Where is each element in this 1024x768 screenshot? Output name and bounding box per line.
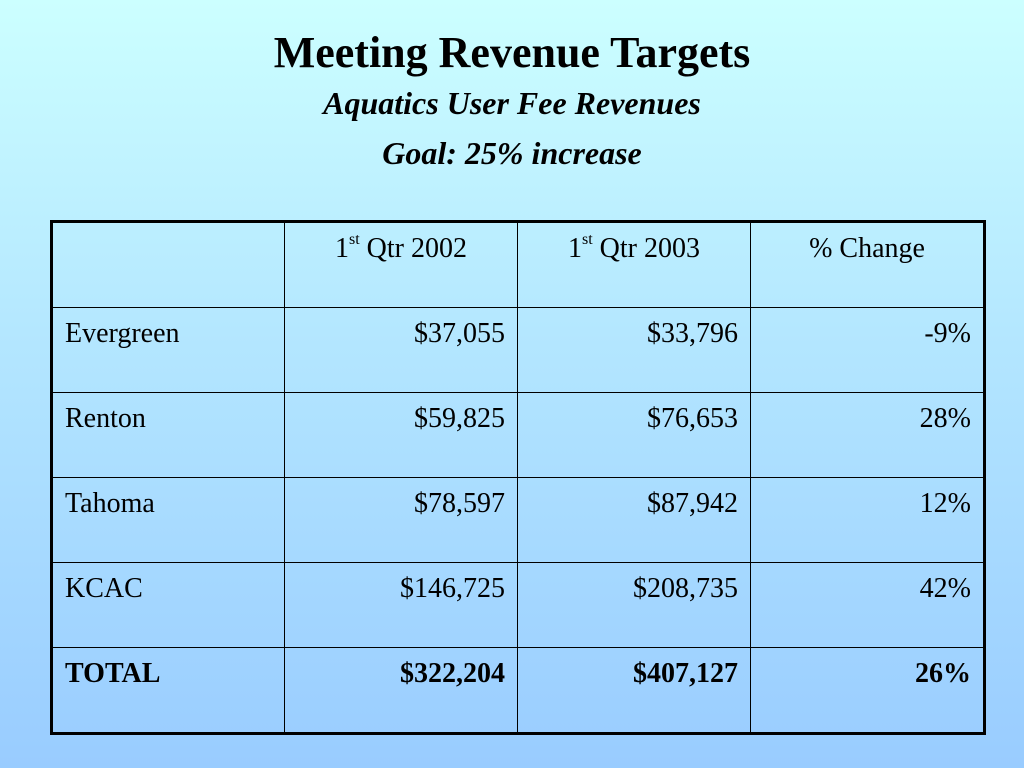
total-label: TOTAL [51,647,285,734]
row-name: Renton [51,392,285,478]
header-empty-cell [51,221,285,308]
row-change: -9% [750,307,985,393]
title-block: Meeting Revenue Targets Aquatics User Fe… [0,28,1024,178]
row-q2002: $37,055 [284,307,518,393]
row-change: 12% [750,477,985,563]
header-change-label: % Change [809,233,925,264]
row-q2003: $76,653 [517,392,751,478]
table-row: Renton $59,825 $76,653 28% [51,392,985,478]
header-q2002-sup: st [349,231,360,248]
row-q2003: $208,735 [517,562,751,648]
slide-title: Meeting Revenue Targets [273,28,751,77]
total-change: 26% [750,647,985,734]
total-q2003: $407,127 [517,647,751,734]
table-row: KCAC $146,725 $208,735 42% [51,562,985,648]
table-row: Tahoma $78,597 $87,942 12% [51,477,985,563]
row-change: 28% [750,392,985,478]
row-q2003: $87,942 [517,477,751,563]
total-q2002: $322,204 [284,647,518,734]
slide-subtitle: Aquatics User Fee Revenues [323,85,701,121]
header-q2003-num: 1 [568,233,582,264]
table-header-row: 1st Qtr 2002 1st Qtr 2003 % Change [51,221,985,308]
header-q2003: 1st Qtr 2003 [517,221,751,308]
row-name: KCAC [51,562,285,648]
row-change: 42% [750,562,985,648]
header-q2003-rest: Qtr 2003 [592,233,700,264]
header-q2002-num: 1 [335,233,349,264]
row-q2002: $59,825 [284,392,518,478]
row-q2003: $33,796 [517,307,751,393]
slide-goal: Goal: 25% increase [382,135,642,171]
header-q2002: 1st Qtr 2002 [284,221,518,308]
row-name: Tahoma [51,477,285,563]
header-change: % Change [750,221,985,308]
revenue-table: 1st Qtr 2002 1st Qtr 2003 % Change Everg… [50,220,986,735]
table-row: Evergreen $37,055 $33,796 -9% [51,307,985,393]
row-q2002: $78,597 [284,477,518,563]
header-q2003-sup: st [582,231,593,248]
row-name: Evergreen [51,307,285,393]
row-q2002: $146,725 [284,562,518,648]
header-q2002-rest: Qtr 2002 [359,233,467,264]
table-total-row: TOTAL $322,204 $407,127 26% [51,647,985,734]
